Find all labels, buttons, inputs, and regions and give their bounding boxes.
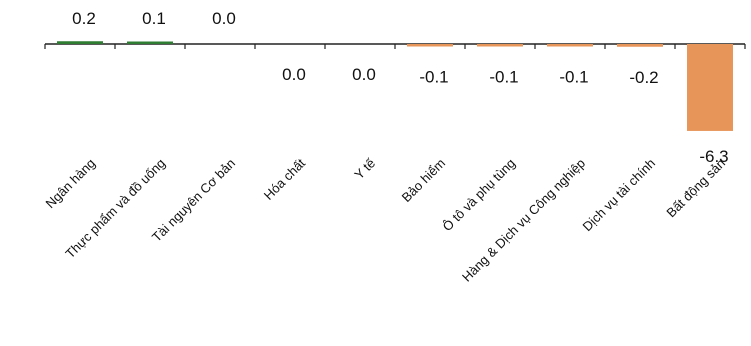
value-labels-group: 0.2 0.1 0.0 0.0 0.0 -0.1 -0.1 -0.1 -0.2 -6.3 [72, 9, 728, 166]
bar-9 [687, 44, 733, 131]
category-label-7: Hàng & Dịch vụ Công nghiệp [459, 156, 588, 285]
bar-5 [407, 44, 453, 47]
x-axis-ticks [44, 44, 746, 49]
data-label-9: -6.3 [699, 147, 728, 166]
category-label-4: Y tế [351, 155, 378, 182]
data-label-6: -0.1 [489, 68, 518, 87]
data-label-8: -0.2 [629, 68, 658, 87]
category-label-5: Bảo hiểm [399, 156, 448, 205]
bar-0 [57, 41, 103, 44]
data-label-4: 0.0 [352, 65, 376, 84]
category-label-0: Ngân hàng [43, 156, 99, 212]
bar-7 [547, 44, 593, 47]
bar-8 [617, 44, 663, 47]
data-label-1: 0.1 [142, 9, 166, 28]
data-label-5: -0.1 [419, 68, 448, 87]
data-label-0: 0.2 [72, 9, 96, 28]
category-label-9: Bất động sản [663, 156, 728, 221]
category-label-3: Hóa chất [261, 155, 309, 203]
category-label-8: Dịch vụ tài chính [580, 156, 659, 235]
bar-1 [127, 41, 173, 44]
data-label-3: 0.0 [282, 65, 306, 84]
bar-6 [477, 44, 523, 47]
bars-group [57, 41, 733, 131]
data-label-7: -0.1 [559, 68, 588, 87]
data-label-2: 0.0 [212, 9, 236, 28]
category-label-6: Ô tô và phụ tùng [440, 156, 519, 235]
